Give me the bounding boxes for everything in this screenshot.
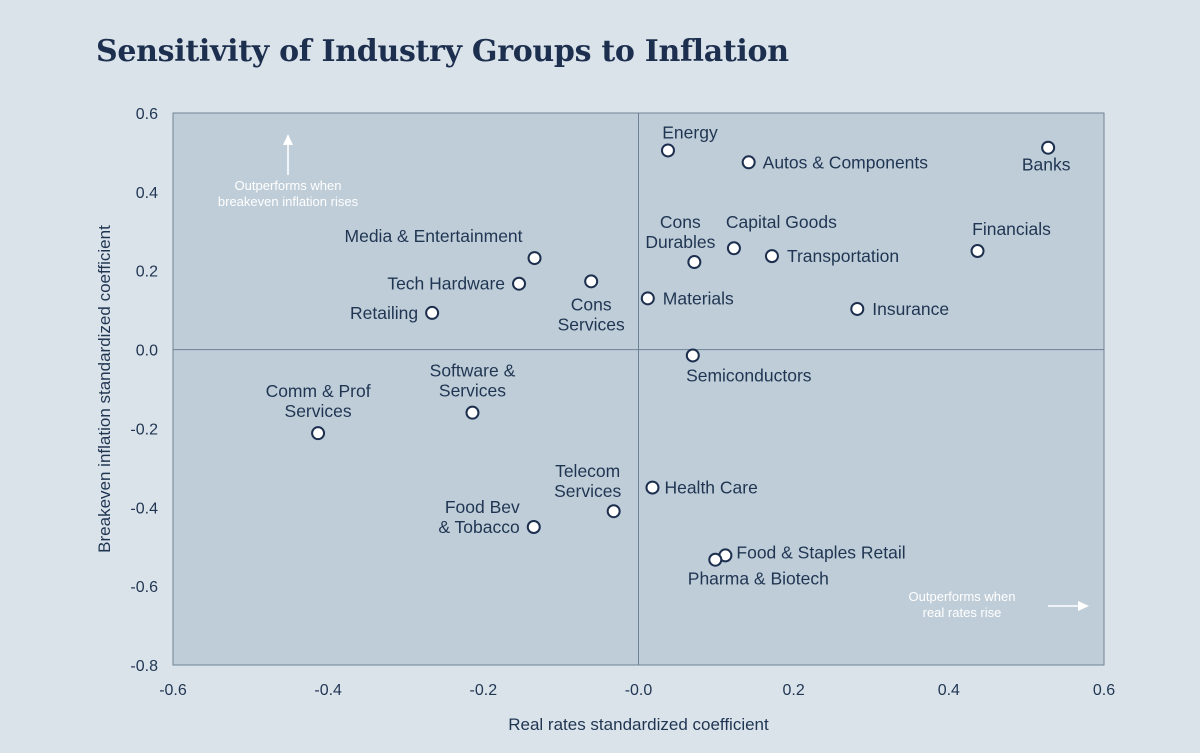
point-label: Services (285, 401, 352, 421)
point-label: Semiconductors (686, 365, 812, 385)
data-point (311, 426, 326, 441)
point-label: Banks (1022, 155, 1071, 175)
point-label: Comm & Prof (266, 381, 371, 401)
data-point (527, 251, 542, 266)
point-label: Services (558, 314, 625, 334)
point-labels: Energy Autos & Components Banks Capital Goo… (266, 122, 1071, 588)
up-arrow-head (283, 134, 293, 145)
x-tick-label: 0.2 (783, 682, 805, 699)
point-label: Food Bev (445, 497, 520, 517)
point-label: Services (439, 381, 506, 401)
point-label: & Tobacco (438, 517, 519, 537)
x-tick-label: -0.4 (314, 682, 342, 699)
data-point (970, 244, 985, 258)
data-point (660, 143, 675, 158)
point-label: Tech Hardware (387, 274, 505, 294)
data-point (512, 276, 527, 291)
y-tick-label: -0.2 (130, 421, 158, 438)
data-point (685, 348, 700, 363)
x-tick-label: 0.4 (938, 682, 960, 699)
y-axis-label: Breakeven inflation standardized coeffic… (95, 225, 114, 553)
data-point (640, 291, 655, 306)
data-point (850, 301, 865, 316)
point-label: Health Care (664, 478, 757, 498)
point-label: Insurance (872, 299, 949, 319)
point-label: Food & Staples Retail (736, 542, 905, 562)
right-arrow-head (1078, 601, 1089, 611)
y-tick-label: 0.4 (136, 185, 158, 202)
data-point (425, 305, 440, 320)
point-label: Cons (660, 212, 701, 232)
point-label: Media & Entertainment (345, 226, 523, 246)
annotation-text: real rates rise (923, 605, 1002, 620)
grid-lines (173, 113, 1104, 665)
point-label: Transportation (787, 246, 899, 266)
y-tick-label: -0.8 (130, 658, 158, 675)
data-point (1041, 140, 1056, 155)
data-point (726, 241, 741, 256)
point-label: Autos & Components (763, 152, 929, 172)
data-point (465, 405, 480, 420)
data-point (606, 504, 621, 519)
data-point (584, 274, 599, 289)
data-point (526, 520, 541, 534)
point-label: Energy (662, 122, 718, 142)
y-tick-labels: 0.6 0.4 0.2 0.0 -0.2 -0.4 -0.6 -0.8 (130, 106, 158, 675)
point-label: Cons (571, 294, 612, 314)
point-label: Services (554, 481, 621, 501)
point-label: Software & (430, 361, 516, 381)
point-label: Durables (645, 232, 715, 252)
data-points (311, 140, 1056, 567)
annotation-text: breakeven inflation rises (218, 194, 359, 209)
y-tick-label: 0.0 (136, 343, 158, 360)
annotation-text: Outperforms when (235, 178, 342, 193)
point-label: Capital Goods (726, 212, 837, 232)
data-point (645, 480, 660, 495)
data-point (687, 255, 702, 270)
y-tick-label: -0.4 (130, 500, 158, 517)
x-axis-label: Real rates standardized coefficient (508, 715, 769, 734)
y-tick-label: -0.6 (130, 579, 158, 596)
point-label: Materials (663, 288, 734, 308)
point-label: Pharma & Biotech (688, 569, 829, 589)
data-point (741, 155, 756, 170)
x-tick-label: -0.0 (625, 682, 653, 699)
y-tick-label: 0.6 (136, 106, 158, 123)
point-label: Telecom (555, 461, 620, 481)
x-tick-label: -0.2 (470, 682, 498, 699)
data-point (708, 552, 723, 567)
point-label: Financials (972, 219, 1051, 239)
chart-title: Sensitivity of Industry Groups to Inflat… (96, 34, 789, 69)
point-label: Retailing (350, 303, 418, 323)
x-tick-label: 0.6 (1093, 682, 1115, 699)
x-tick-label: -0.6 (159, 682, 187, 699)
y-tick-label: 0.2 (136, 264, 158, 281)
annotation-text: Outperforms when (909, 589, 1016, 604)
data-point (764, 249, 779, 264)
x-tick-labels: -0.6 -0.4 -0.2 -0.0 0.2 0.4 0.6 (159, 682, 1115, 699)
